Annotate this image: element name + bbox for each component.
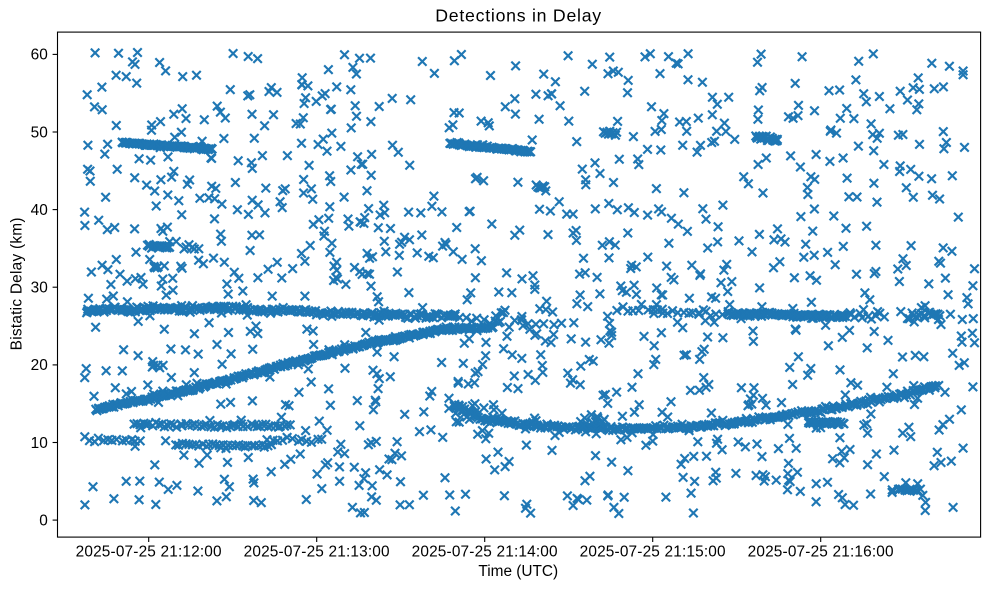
svg-text:40: 40	[31, 202, 48, 219]
svg-text:20: 20	[31, 357, 48, 374]
svg-text:2025-07-25 21:13:00: 2025-07-25 21:13:00	[244, 544, 390, 561]
svg-text:Time (UTC): Time (UTC)	[478, 563, 558, 580]
svg-text:Detections in Delay: Detections in Delay	[435, 6, 602, 26]
svg-text:2025-07-25 21:14:00: 2025-07-25 21:14:00	[412, 544, 558, 561]
svg-text:50: 50	[31, 124, 48, 141]
svg-text:2025-07-25 21:15:00: 2025-07-25 21:15:00	[580, 544, 726, 561]
svg-text:30: 30	[31, 280, 48, 297]
svg-text:2025-07-25 21:12:00: 2025-07-25 21:12:00	[76, 544, 222, 561]
svg-text:0: 0	[39, 512, 48, 529]
svg-text:60: 60	[31, 47, 48, 64]
svg-text:2025-07-25 21:16:00: 2025-07-25 21:16:00	[748, 544, 894, 561]
svg-text:10: 10	[31, 435, 48, 452]
svg-text:Bistatic Delay (km): Bistatic Delay (km)	[8, 217, 25, 350]
